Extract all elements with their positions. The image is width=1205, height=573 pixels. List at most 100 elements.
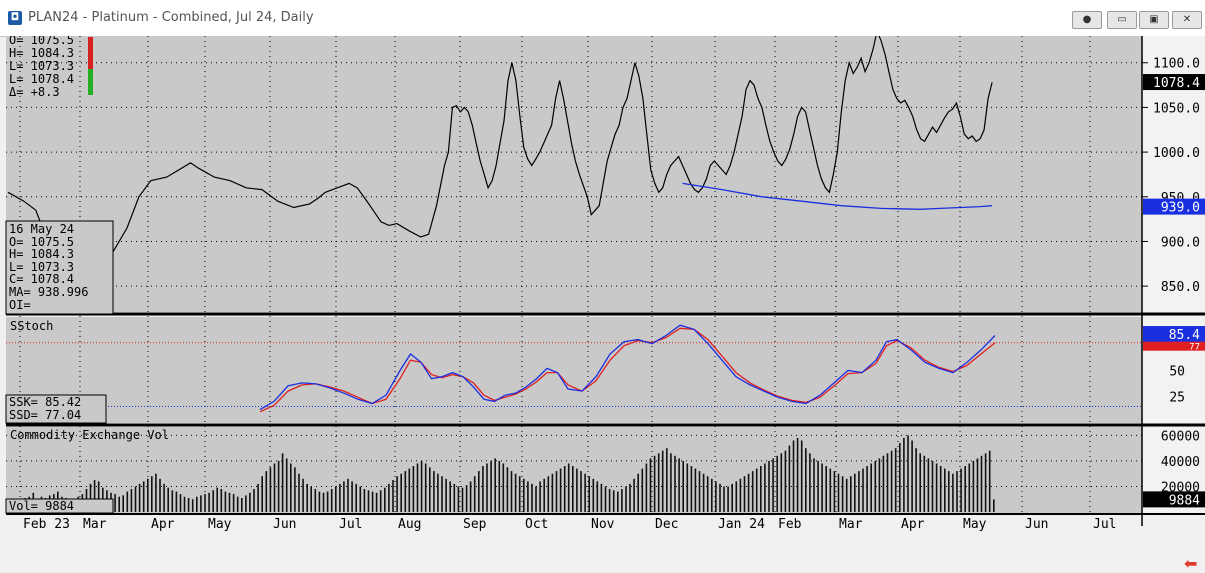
sstoch-title: SStoch [10, 319, 53, 333]
close-icon[interactable]: ✕ [1172, 11, 1202, 29]
price-tick-label: 900.0 [1161, 235, 1200, 250]
volume-bar [498, 460, 501, 512]
ssk-value-label: 85.4 [1169, 328, 1200, 343]
volume-bar [841, 476, 844, 512]
volume-title: Commodity Exchange Vol [10, 428, 169, 442]
volume-bar [457, 486, 460, 512]
volume-bar [800, 440, 803, 512]
volume-bar [690, 466, 693, 512]
volume-bar [187, 498, 190, 512]
volume-bar [944, 468, 946, 512]
volume-bar [637, 473, 639, 512]
volume-bar [347, 478, 349, 512]
volume-bar [878, 458, 881, 512]
volume-bar [461, 487, 464, 512]
volume-bar [984, 453, 987, 512]
volume-bar [539, 481, 541, 512]
volume-bar [253, 489, 255, 512]
volume-bar [608, 489, 611, 512]
window-titlebar: ◘ PLAN24 - Platinum - Combined, Jul 24, … [0, 0, 1205, 37]
volume-bar [236, 496, 239, 512]
volume-bar [960, 468, 962, 512]
data-box-line: L= 1073.3 [9, 260, 74, 274]
data-box-frame [5, 220, 114, 315]
volume-bar [200, 495, 202, 512]
volume-box-frame [5, 498, 114, 514]
volume-bar [506, 467, 509, 512]
range-bar-red [88, 37, 93, 69]
volume-bar [130, 489, 133, 512]
ohlc-line: H= 1084.3 [9, 46, 74, 60]
volume-bar [339, 483, 341, 512]
volume-bar [400, 473, 402, 512]
volume-bar [572, 466, 574, 512]
volume-bar [416, 463, 419, 512]
volume-bar [535, 486, 537, 512]
ohlc-line: O= 1075.5 [9, 36, 74, 47]
volume-bar [285, 458, 288, 512]
volume-bar [371, 491, 374, 512]
scroll-left-arrow-icon[interactable]: ⬅ [1184, 554, 1198, 573]
volume-bar [265, 471, 268, 512]
volume-bar [335, 486, 337, 512]
volume-bar [641, 468, 644, 512]
volume-bar [956, 471, 958, 512]
minimize-icon[interactable]: ▭ [1107, 11, 1137, 29]
range-bar-green [88, 69, 93, 95]
volume-bar [167, 487, 169, 512]
volume-bar [809, 453, 811, 512]
volume-bar [318, 491, 321, 512]
volume-bar [326, 491, 329, 512]
volume-bar [257, 483, 259, 512]
volume-bar [988, 450, 991, 512]
month-label: Sep [463, 517, 487, 532]
volume-bar [367, 490, 370, 512]
record-icon[interactable]: ● [1072, 11, 1102, 29]
axis-labels: 1100.01050.01000.0950.0900.0850.01078.49… [1142, 57, 1205, 508]
volume-bar [114, 494, 116, 512]
volume-bar [792, 440, 795, 512]
month-label: Dec [655, 517, 678, 532]
volume-bar [890, 450, 893, 512]
chart-app-icon: ◘ [8, 11, 22, 25]
volume-bar [845, 478, 848, 512]
price-tick-label: 1000.0 [1153, 146, 1200, 161]
volume-bar [175, 491, 178, 512]
volume-bar [743, 476, 746, 512]
last-volume-box [1143, 491, 1205, 508]
volume-bar [580, 471, 582, 512]
volume-bar [588, 476, 590, 512]
volume-bar [490, 460, 492, 512]
ma-value-label: 939.0 [1161, 201, 1200, 216]
restore-icon[interactable]: ▣ [1139, 11, 1169, 29]
price-tick-label: 1100.0 [1153, 57, 1200, 72]
chart-area[interactable]: 1100.0 1050.0 1000.0 950.0 900.0 850.0 1078.4 9… [0, 36, 1205, 573]
chart-canvas: 1100.01050.01000.0950.0900.0850.01078.49… [5, 36, 1205, 532]
data-box-line: C= 1078.4 [9, 272, 74, 286]
volume-bar [576, 468, 578, 512]
month-labels: Feb 23 Mar Apr May Jun Jul Aug Sep Oct Nov Dec Jan … [23, 517, 1116, 532]
volume-bar [93, 480, 96, 512]
data-box-line: O= 1075.5 [9, 235, 74, 249]
volume-bar [784, 450, 787, 512]
volume-bar [392, 480, 394, 512]
volume-bar [89, 483, 92, 512]
volume-bar [899, 443, 901, 512]
volume-bar [629, 483, 631, 512]
month-label: Jun [1025, 517, 1048, 532]
volume-bar [702, 473, 705, 512]
volume-bar [727, 486, 729, 512]
volume-bar [735, 481, 738, 512]
volume-bar [862, 468, 864, 512]
volume-bar [972, 460, 975, 512]
volume-bar [478, 471, 480, 512]
volume-bar [191, 499, 194, 512]
volume-bar [964, 466, 966, 512]
volume-bar [527, 481, 529, 512]
volume-bar [600, 483, 603, 512]
ohlc-line: L= 1078.4 [9, 72, 74, 86]
stoch-layer [6, 324, 1142, 413]
volume-bar [666, 448, 668, 512]
month-label: Mar [83, 517, 107, 532]
ohlc-line: Δ= +8.3 [9, 85, 60, 99]
